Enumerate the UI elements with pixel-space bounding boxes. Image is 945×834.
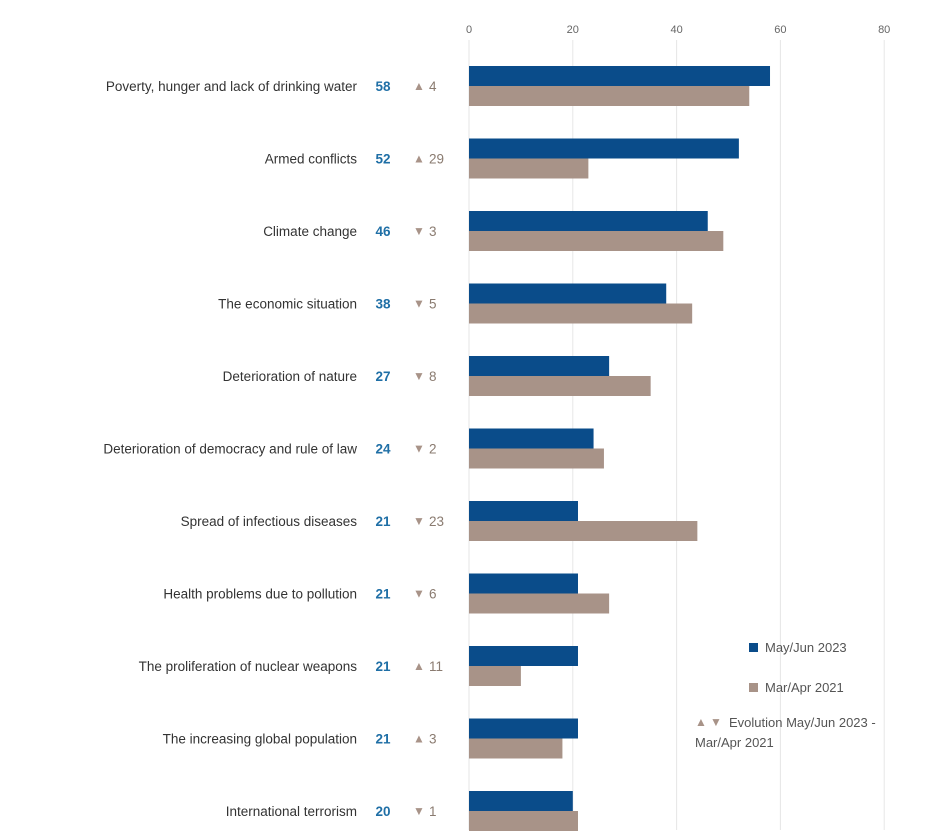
up-arrow-icon: ▲ [413,79,425,93]
bar-2023 [469,573,578,594]
bars [469,66,771,831]
change-label: 2 [429,442,437,457]
value-label: 20 [375,804,390,819]
bar-2021 [469,158,589,179]
bar-2023 [469,66,771,86]
value-label: 21 [375,732,391,747]
change-label: 1 [429,804,437,819]
bar-2023 [469,211,708,231]
bar-2023 [469,646,578,666]
down-arrow-icon: ▼ [413,297,425,311]
x-tick-label: 0 [466,24,472,36]
bar-2023 [469,283,667,304]
legend-up-arrow-icon: ▲ [695,715,707,729]
category-label: Deterioration of democracy and rule of l… [103,442,357,457]
change-label: 5 [429,297,437,312]
bar-2021 [469,303,693,324]
bar-2021 [469,593,610,614]
category-label: Armed conflicts [265,152,358,167]
category-label: Climate change [263,224,357,239]
bar-2023 [469,356,610,376]
value-label: 52 [375,152,390,167]
legend-down-arrow-icon: ▼ [710,715,722,729]
value-label: 58 [375,79,391,94]
value-label: 21 [375,659,391,674]
up-arrow-icon: ▲ [413,152,425,166]
bar-2023 [469,501,578,521]
change-label: 11 [429,659,443,674]
value-label: 46 [375,224,391,239]
change-label: 3 [429,224,437,239]
down-arrow-icon: ▼ [413,224,425,238]
change-label: 4 [429,79,437,94]
category-label: Health problems due to pollution [163,587,357,602]
legend-label-2021: Mar/Apr 2021 [765,680,844,695]
value-label: 21 [375,514,391,529]
bar-2021 [469,376,651,396]
bar-2021 [469,738,563,759]
bar-2023 [469,718,578,739]
down-arrow-icon: ▼ [413,369,425,383]
legend-swatch-2023 [749,643,758,652]
change-label: 23 [429,514,444,529]
bar-2023 [469,138,739,159]
legend-evolution-line1: Evolution May/Jun 2023 - [729,715,876,730]
x-tick-label: 20 [567,24,579,36]
x-tick-label: 80 [878,24,890,36]
category-label: Deterioration of nature [223,369,357,384]
change-label: 6 [429,587,437,602]
category-labels: Poverty, hunger and lack of drinking wat… [103,79,444,819]
bar-2021 [469,231,724,251]
bar-2021 [469,666,521,686]
bar-2021 [469,811,578,831]
x-tick-label: 40 [670,24,682,36]
bar-2023 [469,428,594,449]
x-tick-label: 60 [774,24,786,36]
down-arrow-icon: ▼ [413,587,425,601]
bar-2023 [469,791,573,811]
category-label: The proliferation of nuclear weapons [139,659,358,674]
category-label: Spread of infectious diseases [181,514,358,529]
category-label: International terrorism [226,804,357,819]
legend-swatch-2021 [749,683,758,692]
legend-evolution-line2: Mar/Apr 2021 [695,735,774,750]
legend-label-2023: May/Jun 2023 [765,640,847,655]
up-arrow-icon: ▲ [413,732,425,746]
up-arrow-icon: ▲ [413,659,425,673]
change-label: 8 [429,369,437,384]
category-label: The increasing global population [163,732,357,747]
value-label: 21 [375,587,391,602]
value-label: 27 [375,369,390,384]
bar-2021 [469,521,698,541]
down-arrow-icon: ▼ [413,514,425,528]
down-arrow-icon: ▼ [413,442,425,456]
down-arrow-icon: ▼ [413,804,425,818]
legend: May/Jun 2023 Mar/Apr 2021 ▲ ▼ Evolution … [695,640,876,750]
change-label: 29 [429,152,444,167]
value-label: 24 [375,442,391,457]
value-label: 38 [375,297,391,312]
x-axis-ticks: 0 20 40 60 80 [466,24,890,36]
bar-2021 [469,86,750,106]
category-label: The economic situation [218,297,357,312]
bar-2021 [469,448,604,469]
category-label: Poverty, hunger and lack of drinking wat… [106,79,358,94]
change-label: 3 [429,732,437,747]
